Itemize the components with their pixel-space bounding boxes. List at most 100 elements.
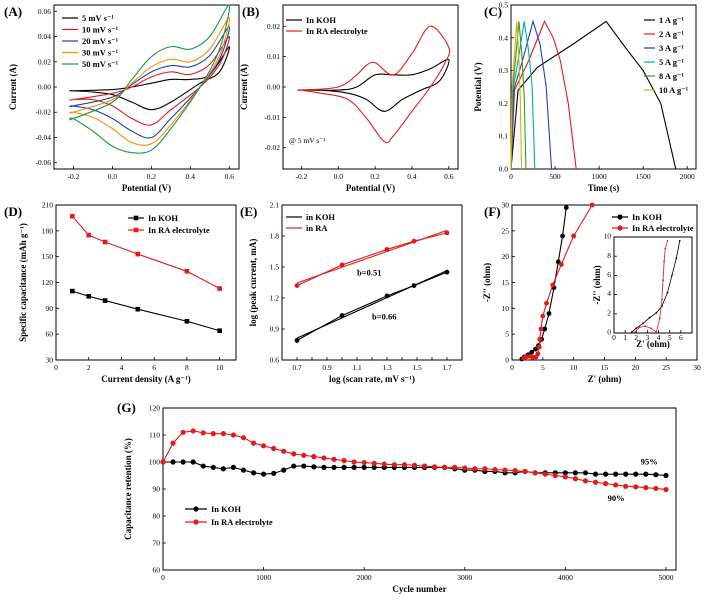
series-line bbox=[69, 17, 231, 146]
x-axis-title: Z' (ohm) bbox=[588, 374, 622, 384]
data-point bbox=[542, 471, 548, 477]
x-tick-label: 6 bbox=[152, 363, 156, 372]
x-tick-label: 0.4 bbox=[407, 172, 417, 181]
x-tick-label: 0 bbox=[509, 172, 513, 181]
y-tick-label: 80 bbox=[153, 512, 161, 521]
data-point bbox=[671, 274, 673, 277]
data-point bbox=[444, 269, 450, 275]
data-point bbox=[135, 306, 141, 312]
y-tick-label: 100 bbox=[149, 458, 161, 467]
data-point bbox=[563, 205, 569, 210]
y-tick-label: 4 bbox=[607, 289, 611, 298]
data-point bbox=[311, 454, 317, 460]
data-point bbox=[160, 459, 166, 465]
y-tick-label: 0.04 bbox=[38, 32, 51, 41]
x-tick-label: 1.7 bbox=[442, 363, 452, 372]
data-point bbox=[512, 468, 518, 474]
data-point bbox=[655, 311, 658, 314]
legend-marker bbox=[617, 214, 623, 220]
x-tick-label: 0 bbox=[510, 363, 514, 372]
x-tick-label: 1000 bbox=[256, 573, 271, 582]
x-axis-title: Cycle number bbox=[392, 584, 446, 594]
data-point bbox=[653, 485, 659, 492]
legend-marker bbox=[193, 519, 199, 525]
data-point bbox=[643, 471, 649, 477]
data-point bbox=[533, 346, 538, 352]
y-tick-label: 30 bbox=[46, 356, 54, 365]
y-axis-title: Capacitance retention (%) bbox=[123, 438, 133, 540]
data-point bbox=[572, 470, 579, 476]
data-point bbox=[184, 269, 190, 274]
legend-marker bbox=[193, 506, 199, 512]
legend-label: in RA bbox=[306, 223, 328, 233]
data-point bbox=[649, 327, 652, 330]
data-point bbox=[70, 288, 75, 294]
legend-label: 10 A g⁻¹ bbox=[659, 85, 689, 95]
y-axis-title: Current (A) bbox=[8, 64, 18, 110]
x-tick-label: 0 bbox=[612, 333, 616, 342]
data-point bbox=[502, 467, 508, 473]
data-point bbox=[655, 331, 658, 333]
y-tick-label: 1.2 bbox=[270, 294, 280, 303]
data-point bbox=[544, 300, 549, 306]
y-tick-label: 20 bbox=[502, 252, 510, 261]
y-tick-label: 0.1 bbox=[499, 132, 509, 141]
y-tick-label: 8 bbox=[607, 251, 611, 260]
data-point bbox=[589, 202, 595, 208]
data-point bbox=[220, 466, 226, 472]
data-point bbox=[294, 283, 300, 288]
data-point bbox=[482, 466, 488, 472]
y-tick-label: 0.02 bbox=[38, 57, 51, 66]
y-tick-label: 0.06 bbox=[38, 7, 51, 16]
legend-label: In KOH bbox=[148, 213, 178, 223]
data-point bbox=[550, 282, 556, 288]
data-point bbox=[642, 322, 644, 325]
data-point bbox=[537, 336, 543, 342]
y-axis-title: Current (A) bbox=[239, 64, 249, 110]
data-point bbox=[532, 470, 538, 476]
data-point bbox=[546, 311, 552, 316]
data-point bbox=[331, 464, 337, 470]
y-tick-label: 120 bbox=[42, 278, 54, 287]
y-tick-label: 0.4 bbox=[499, 33, 509, 42]
data-point bbox=[623, 483, 629, 489]
y-tick-label: -0.02 bbox=[35, 108, 51, 117]
data-point bbox=[644, 325, 647, 328]
data-point bbox=[529, 349, 535, 355]
annotation-label: 90% bbox=[608, 493, 625, 503]
data-point bbox=[260, 471, 267, 477]
y-tick-label: 0.01 bbox=[267, 52, 280, 61]
data-point bbox=[613, 471, 619, 477]
data-point bbox=[635, 327, 638, 330]
data-point bbox=[613, 482, 619, 488]
x-tick-label: 1500 bbox=[636, 172, 651, 181]
series-line bbox=[71, 215, 220, 290]
data-point bbox=[260, 443, 267, 449]
data-point bbox=[492, 466, 498, 473]
y-tick-label: 60 bbox=[46, 330, 54, 339]
x-tick-label: 2 bbox=[634, 333, 638, 342]
y-tick-label: 5 bbox=[505, 330, 509, 339]
data-point bbox=[86, 232, 92, 238]
data-point bbox=[663, 486, 669, 493]
legend-label: 10 mV s⁻¹ bbox=[82, 25, 119, 35]
data-point bbox=[552, 472, 558, 479]
y-tick-label: 0.3 bbox=[499, 66, 509, 75]
x-tick-label: 20 bbox=[632, 363, 640, 372]
y-tick-label: 6 bbox=[607, 270, 611, 279]
series-line bbox=[521, 207, 567, 360]
data-point bbox=[444, 230, 450, 236]
data-point bbox=[271, 470, 277, 476]
y-tick-label: 0 bbox=[505, 356, 509, 365]
x-tick-label: 8 bbox=[185, 363, 189, 372]
data-point bbox=[666, 239, 669, 242]
data-point bbox=[633, 471, 639, 477]
data-point bbox=[558, 262, 564, 267]
y-tick-label: 90 bbox=[46, 304, 54, 313]
x-tick-label: 0 bbox=[161, 573, 165, 582]
data-point bbox=[70, 213, 75, 219]
data-point bbox=[523, 354, 529, 360]
legend-label: 5 mV s⁻¹ bbox=[82, 13, 114, 23]
x-tick-label: 1.3 bbox=[382, 363, 392, 372]
annotation-label: b=0.51 bbox=[357, 267, 381, 277]
